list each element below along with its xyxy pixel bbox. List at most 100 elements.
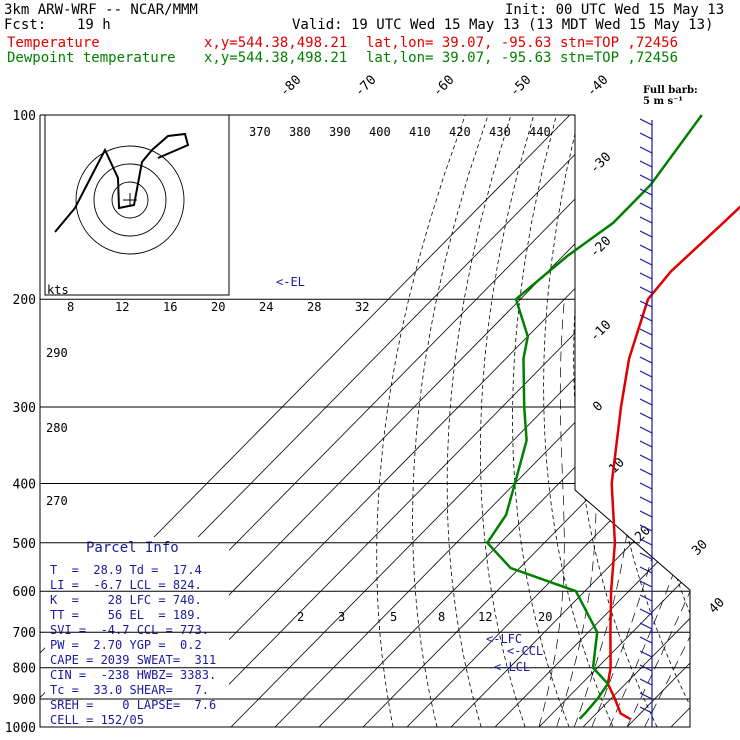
pressure-label: 400	[13, 477, 36, 492]
dry-adiabat-line	[711, 115, 740, 727]
isotherm-line	[230, 115, 690, 727]
moist-adiabat-line	[538, 299, 565, 727]
pressure-label: 1000	[5, 721, 36, 736]
wind-barb	[639, 160, 653, 168]
isotherm-label: -30	[587, 150, 614, 177]
mixing-ratio-label: 32	[355, 300, 369, 314]
pressure-label: 700	[13, 626, 36, 641]
parcel-info-row: T = 28.9 Td = 17.4	[50, 563, 202, 577]
forecast-hour: 19 h	[77, 17, 111, 33]
level-annotation: <-EL	[276, 275, 305, 289]
parcel-info-row: CIN = -238 HWBZ= 3383.	[50, 668, 216, 682]
temp-xy: x,y=544.38,498.21	[204, 35, 348, 51]
wind-barb	[639, 118, 653, 126]
mixing-ratio-label: 8	[67, 300, 74, 314]
wind-barb	[639, 356, 653, 364]
plot-border	[39, 114, 691, 728]
mixing-ratio-label: 16	[163, 300, 177, 314]
wind-barb	[639, 370, 653, 378]
parcel-info-row: SREH = 0 LAPSE= 7.6	[50, 698, 216, 712]
moist-adiabat-line	[644, 299, 690, 727]
mixing-ratio-label: 5	[390, 610, 397, 624]
wind-barb	[639, 538, 653, 546]
isotherm-label: -60	[430, 73, 457, 100]
dry-adiabat-line	[412, 115, 489, 727]
wind-barb	[639, 622, 653, 630]
init-time: Init: 00 UTC Wed 15 May 13	[505, 2, 725, 18]
wind-barb	[639, 706, 653, 714]
wind-barb	[639, 328, 653, 336]
wind-barb	[639, 468, 653, 476]
model-title: 3km ARW-WRF -- NCAR/MMM	[4, 2, 198, 18]
wind-barb	[639, 608, 653, 616]
isotherm-label: 10	[606, 455, 628, 477]
isotherm-label: -70	[352, 73, 379, 100]
isotherm-line	[626, 115, 690, 727]
theta-label: 290	[46, 346, 68, 360]
theta-label: 420	[449, 125, 471, 139]
parcel-info-row: Tc = 33.0 SHEAR= 7.	[50, 683, 209, 697]
pressure-label: 800	[13, 662, 36, 677]
wind-barb	[639, 650, 653, 658]
wind-barb	[639, 412, 653, 420]
wind-barb	[639, 510, 653, 518]
dry-adiabat-line	[543, 115, 614, 727]
dry-adiabat-line	[573, 115, 658, 727]
level-annotation: <-LFC	[486, 632, 522, 646]
pressure-label: 300	[13, 401, 36, 416]
wind-barb	[639, 440, 653, 448]
wind-barb	[639, 636, 653, 644]
moist-adiabat-line	[573, 299, 634, 727]
wind-barb	[639, 272, 653, 280]
isotherm-line	[362, 115, 690, 727]
parcel-info-row: CELL = 152/05	[50, 713, 144, 727]
mixing-ratio-label: 3	[338, 610, 345, 624]
isotherm-line	[142, 115, 690, 727]
pressure-label: 100	[13, 109, 36, 124]
temperature-profile	[606, 205, 740, 720]
parcel-info-row: K = 28 LFC = 740.	[50, 593, 202, 607]
dry-adiabat-line	[602, 115, 690, 727]
dry-adiabat-line	[479, 115, 535, 727]
wind-barb	[639, 678, 653, 686]
wind-barb	[639, 580, 653, 588]
pressure-label: 500	[13, 537, 36, 552]
wind-barb	[639, 230, 653, 238]
wind-barb	[639, 524, 653, 532]
wind-barb	[639, 132, 653, 140]
isotherm-line	[494, 115, 690, 727]
dry-adiabat-line	[446, 115, 512, 727]
isotherm-line	[538, 115, 690, 727]
hodograph-units-label: kts	[47, 283, 69, 297]
theta-label: 380	[289, 125, 311, 139]
dewpoint-profile	[485, 114, 703, 720]
wind-barb	[639, 482, 653, 490]
isotherm-line	[450, 115, 690, 727]
dew-latlon: lat,lon= 39.07, -95.63	[366, 50, 552, 66]
wind-barb	[639, 300, 653, 308]
dew-xy: x,y=544.38,498.21	[204, 50, 348, 66]
wind-barb	[639, 286, 653, 294]
isotherm-label: 30	[689, 537, 711, 559]
moist-adiabat-line	[591, 299, 677, 727]
isotherm-label: 0	[590, 399, 606, 415]
wind-barb	[639, 692, 653, 700]
wind-barb	[639, 398, 653, 406]
mixing-ratio-label: 20	[211, 300, 225, 314]
wind-barb	[639, 496, 653, 504]
mixing-ratio-label: 2	[297, 610, 304, 624]
wind-barb	[639, 258, 653, 266]
theta-label: 390	[329, 125, 351, 139]
theta-label: 370	[249, 125, 271, 139]
pressure-label: 200	[13, 293, 36, 308]
mixing-ratio-label: 12	[478, 610, 492, 624]
legend-temperature: Temperature	[7, 35, 100, 51]
pressure-label: 900	[13, 693, 36, 708]
wind-barb	[639, 244, 653, 252]
wind-barb	[639, 216, 653, 224]
wind-barb	[639, 552, 653, 560]
mixing-ratio-label: 24	[259, 300, 273, 314]
isotherm-label: 40	[706, 595, 728, 617]
hodograph-trace	[54, 132, 190, 233]
temp-station: stn=TOP ,72456	[560, 35, 679, 51]
